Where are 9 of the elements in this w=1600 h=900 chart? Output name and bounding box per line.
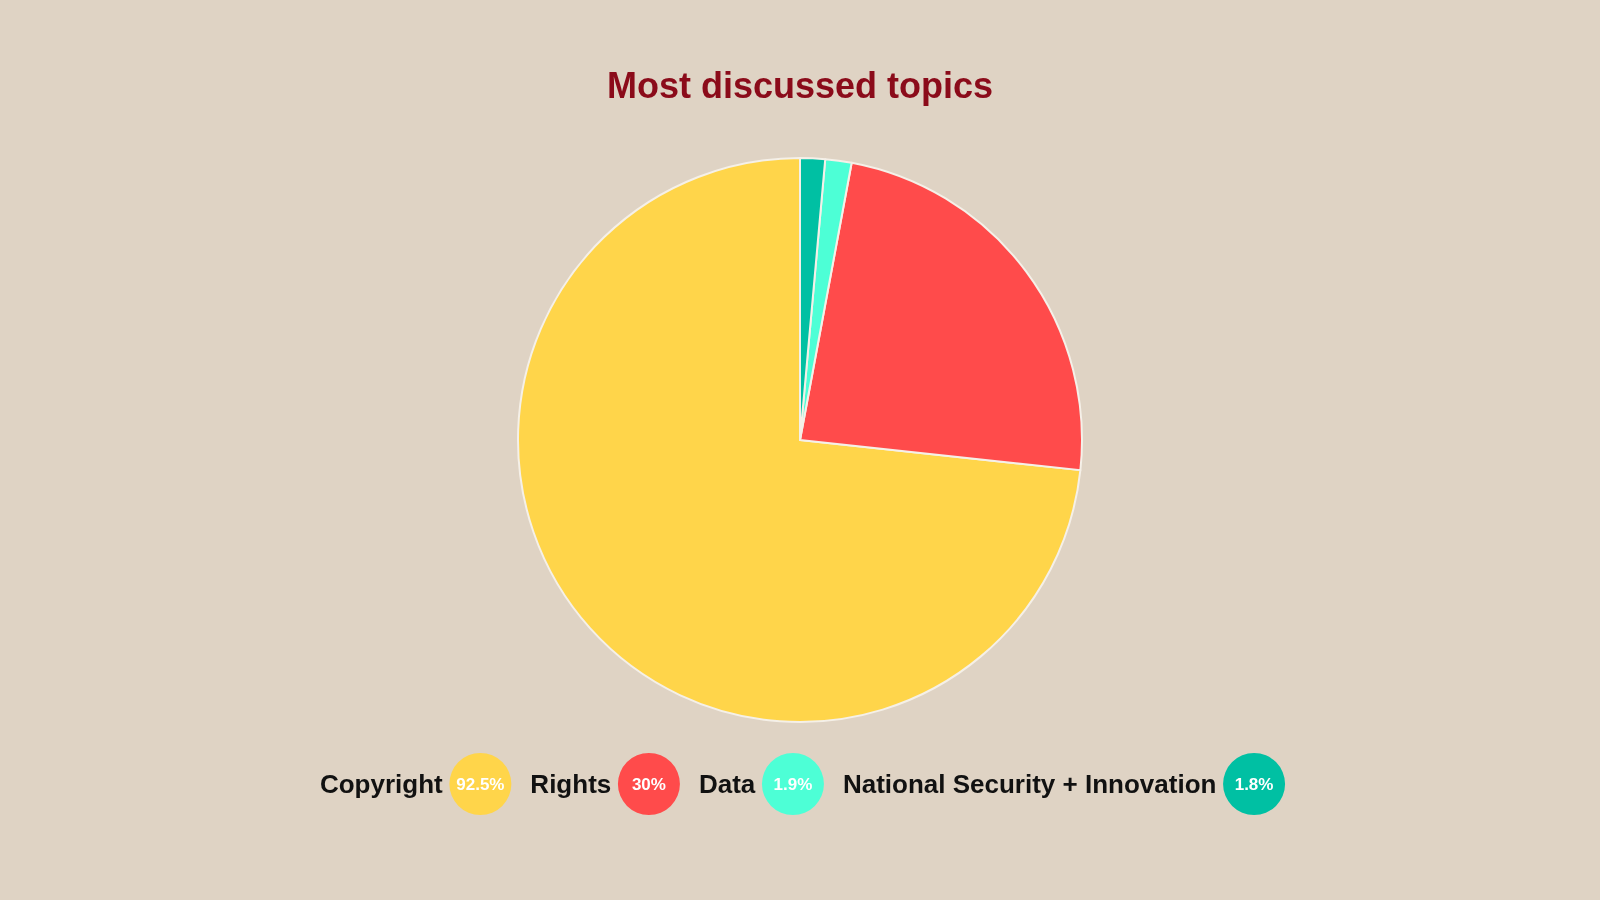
data-label: 1.8%: [1234, 774, 1274, 794]
legend-label: Data: [698, 769, 756, 799]
data-label: 30%: [631, 774, 666, 794]
chart-title: Most discussed topics: [606, 64, 994, 106]
legend-label: National Security + Innovation: [842, 769, 1217, 799]
data-label: 92.5%: [456, 774, 505, 794]
legend-label: Copyright: [319, 769, 444, 799]
data-label: 1.9%: [773, 774, 813, 794]
legend-label: Rights: [530, 769, 612, 799]
